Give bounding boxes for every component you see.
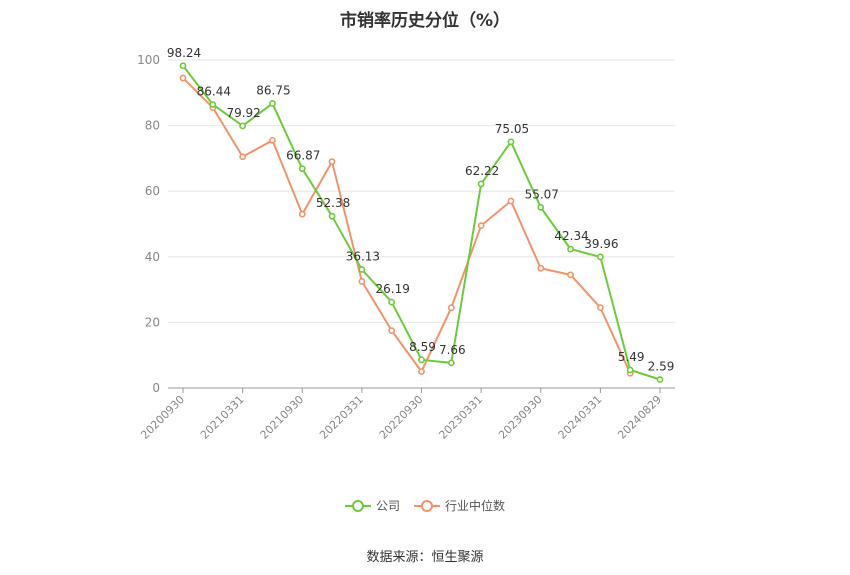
data-label-company: 86.75 (256, 83, 290, 97)
data-point-company (179, 62, 187, 70)
legend-item-industry[interactable]: 行业中位数 (414, 497, 505, 514)
data-point-industry (298, 210, 306, 218)
data-label-company: 55.07 (525, 187, 559, 201)
data-point-industry (537, 264, 545, 272)
data-point-company (418, 356, 425, 364)
data-label-company: 42.34 (554, 229, 588, 243)
x-tick-label: 20240829 (615, 393, 664, 442)
legend-industry-label: 行业中位数 (445, 499, 506, 513)
chart-title: 市销率历史分位（%） (339, 11, 511, 31)
data-point-industry (239, 153, 247, 161)
data-label-company: 7.66 (439, 343, 466, 357)
data-point-company (358, 266, 366, 273)
y-tick-label: 60 (145, 184, 160, 198)
data-point-company (626, 366, 634, 374)
legend-item-company[interactable]: 公司 (344, 497, 400, 514)
data-point-company (596, 253, 604, 261)
data-point-company (567, 245, 574, 253)
data-point-industry (477, 222, 485, 230)
chart-legend[interactable]: 公司 行业中位数 (0, 497, 850, 514)
data-label-company: 36.13 (346, 249, 380, 263)
data-point-industry (507, 197, 515, 205)
y-tick-label: 20 (145, 315, 160, 329)
data-label-company: 66.87 (286, 149, 320, 163)
data-point-company (269, 100, 276, 107)
data-label-company: 75.05 (495, 122, 529, 136)
x-tick-label: 20230930 (496, 393, 545, 442)
y-tick-label: 40 (145, 250, 160, 264)
data-point-company (328, 212, 336, 220)
data-point-company (537, 203, 545, 211)
data-point-company (388, 298, 396, 306)
x-tick-label: 20230331 (436, 393, 485, 442)
data-point-company (447, 359, 455, 367)
data-point-industry (447, 304, 455, 312)
data-point-industry (418, 368, 425, 375)
data-label-company: 86.44 (197, 84, 231, 98)
data-point-industry (567, 271, 574, 279)
data-point-industry (328, 158, 336, 166)
data-label-company: 26.19 (376, 282, 410, 296)
data-point-company (507, 138, 515, 146)
y-tick-label: 100 (137, 53, 160, 67)
x-tick-label: 20210930 (258, 393, 307, 442)
y-tick-label: 80 (145, 119, 160, 133)
data-label-company: 2.59 (648, 360, 675, 374)
data-label-company: 98.24 (167, 46, 201, 60)
series-line-industry (182, 77, 632, 374)
data-label-company: 8.59 (409, 340, 436, 354)
x-tick-label: 20200930 (138, 393, 187, 442)
data-point-company (656, 376, 664, 383)
data-point-industry (596, 304, 604, 312)
legend-industry-marker (414, 499, 440, 513)
data-label-company: 5.49 (618, 350, 645, 364)
data-source-note: 数据来源：恒生聚源 (366, 550, 484, 565)
data-point-company (239, 122, 247, 130)
legend-company-marker (344, 499, 371, 513)
data-point-industry (269, 136, 276, 144)
data-point-company (477, 180, 485, 188)
data-point-company (298, 165, 306, 173)
data-label-company: 52.38 (316, 196, 350, 210)
data-label-company: 79.92 (226, 106, 260, 120)
x-tick-label: 20220331 (317, 393, 366, 442)
data-point-industry (388, 327, 396, 334)
x-tick-label: 20240331 (556, 393, 605, 442)
data-point-industry (179, 74, 187, 82)
legend-company-label: 公司 (375, 499, 400, 513)
x-tick-label: 20220930 (377, 393, 426, 442)
x-tick-label: 20210331 (198, 393, 247, 442)
data-point-company (209, 101, 217, 108)
data-label-company: 62.22 (465, 164, 499, 178)
data-label-company: 39.96 (584, 237, 618, 251)
data-point-industry (358, 277, 366, 285)
y-tick-label: 0 (152, 381, 160, 395)
